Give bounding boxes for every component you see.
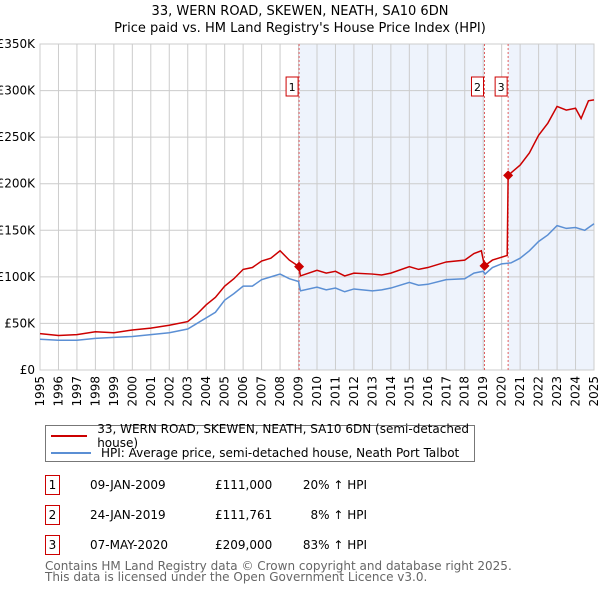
sale-price: £209,000 (215, 538, 273, 552)
sale-price: £111,761 (215, 508, 273, 522)
y-tick-label: £150K (0, 223, 36, 237)
sale-badge (470, 76, 484, 97)
x-tick-label: 2025 (587, 376, 600, 407)
x-tick-label: 2011 (328, 376, 342, 407)
x-tick-label: 2018 (458, 376, 472, 407)
sale-hpi-change: 20% ↑ HPI (302, 478, 367, 492)
x-tick-label: 2019 (476, 376, 490, 407)
x-tick-label: 1996 (51, 376, 65, 407)
footer-copyright: Contains HM Land Registry data © Crown c… (45, 559, 512, 573)
legend-label-property: 33, WERN ROAD, SKEWEN, NEATH, SA10 6DN (… (97, 422, 469, 450)
sale-row: 2 24-JAN-2019 £111,761 8% ↑ HPI (45, 505, 465, 525)
x-tick-label: 2003 (181, 376, 195, 407)
x-tick-label: 1997 (70, 376, 84, 407)
sale-hpi-change: 83% ↑ HPI (302, 538, 367, 552)
x-tick-label: 2014 (384, 376, 398, 407)
legend-swatch-property (51, 435, 88, 437)
x-tick-label: 2004 (199, 376, 213, 407)
footer-licence: This data is licensed under the Open Gov… (45, 570, 428, 584)
y-tick-label: £200K (0, 177, 36, 191)
x-tick-label: 2023 (550, 376, 564, 407)
x-tick-label: 2012 (347, 376, 361, 407)
x-tick-label: 2020 (495, 376, 509, 407)
sale-point (479, 260, 490, 271)
x-tick-label: 2000 (125, 376, 139, 407)
x-tick-label: 2009 (292, 376, 306, 407)
sale-badge (494, 76, 508, 97)
sale-row: 1 09-JAN-2009 £111,000 20% ↑ HPI (45, 475, 465, 495)
x-tick-label: 2017 (439, 376, 453, 407)
x-tick-label: 2002 (162, 376, 176, 407)
series-line-property (39, 99, 595, 337)
y-tick-label: £350K (0, 37, 36, 51)
y-tick-label: £0 (20, 363, 35, 377)
sale-price: £111,000 (215, 478, 273, 492)
legend: 33, WERN ROAD, SKEWEN, NEATH, SA10 6DN (… (45, 422, 475, 462)
y-tick-label: £250K (0, 130, 36, 144)
sale-row: 3 07-MAY-2020 £209,000 83% ↑ HPI (45, 535, 465, 555)
y-tick-label: £300K (0, 84, 36, 98)
sale-badge (285, 76, 299, 97)
x-tick-label: 2008 (273, 376, 287, 407)
x-tick-label: 1998 (88, 376, 102, 407)
x-tick-label: 2007 (255, 376, 269, 407)
shaded-period-1 (299, 44, 485, 370)
x-tick-label: 2015 (402, 376, 416, 407)
sale-point (503, 170, 514, 181)
sale-point (294, 261, 305, 272)
x-tick-label: 2022 (532, 376, 546, 407)
x-tick-label: 2021 (513, 376, 527, 407)
sale-date: 07-MAY-2020 (90, 538, 169, 552)
y-tick-label: £50K (4, 316, 36, 330)
sale-number-badge: 2 (45, 505, 60, 525)
x-tick-label: 2006 (236, 376, 250, 407)
sale-number-badge: 3 (45, 535, 60, 555)
sale-hpi-change: 8% ↑ HPI (310, 508, 367, 522)
sale-badge-label: 1 (289, 81, 296, 94)
legend-label-hpi: HPI: Average price, semi-detached house,… (101, 446, 460, 460)
legend-swatch-hpi (51, 452, 91, 454)
plot-frame (39, 43, 595, 371)
chart-title: 33, WERN ROAD, SKEWEN, NEATH, SA10 6DN (151, 4, 449, 19)
sale-date: 09-JAN-2009 (90, 478, 166, 492)
x-tick-label: 2016 (421, 376, 435, 407)
shaded-period-3 (508, 44, 594, 370)
x-tick-label: 2010 (310, 376, 324, 407)
x-tick-label: 2001 (144, 376, 158, 407)
sale-date: 24-JAN-2019 (90, 508, 166, 522)
chart-subtitle: Price paid vs. HM Land Registry's House … (114, 21, 486, 36)
x-tick-label: 1995 (33, 376, 47, 407)
price-chart: 1995 1996 1997 1998 1999 2000 2001 2002 2003 2004… (0, 37, 600, 407)
x-tick-label: 1999 (107, 376, 121, 407)
x-tick-label: 2024 (569, 376, 583, 407)
x-tick-label: 2005 (218, 376, 232, 407)
series-line-hpi (39, 223, 595, 341)
sale-badge-label: 3 (498, 81, 505, 94)
sale-badge-label: 2 (474, 81, 481, 94)
sale-number-badge: 1 (45, 475, 60, 495)
y-tick-label: £100K (0, 270, 36, 284)
x-tick-label: 2013 (365, 376, 379, 407)
